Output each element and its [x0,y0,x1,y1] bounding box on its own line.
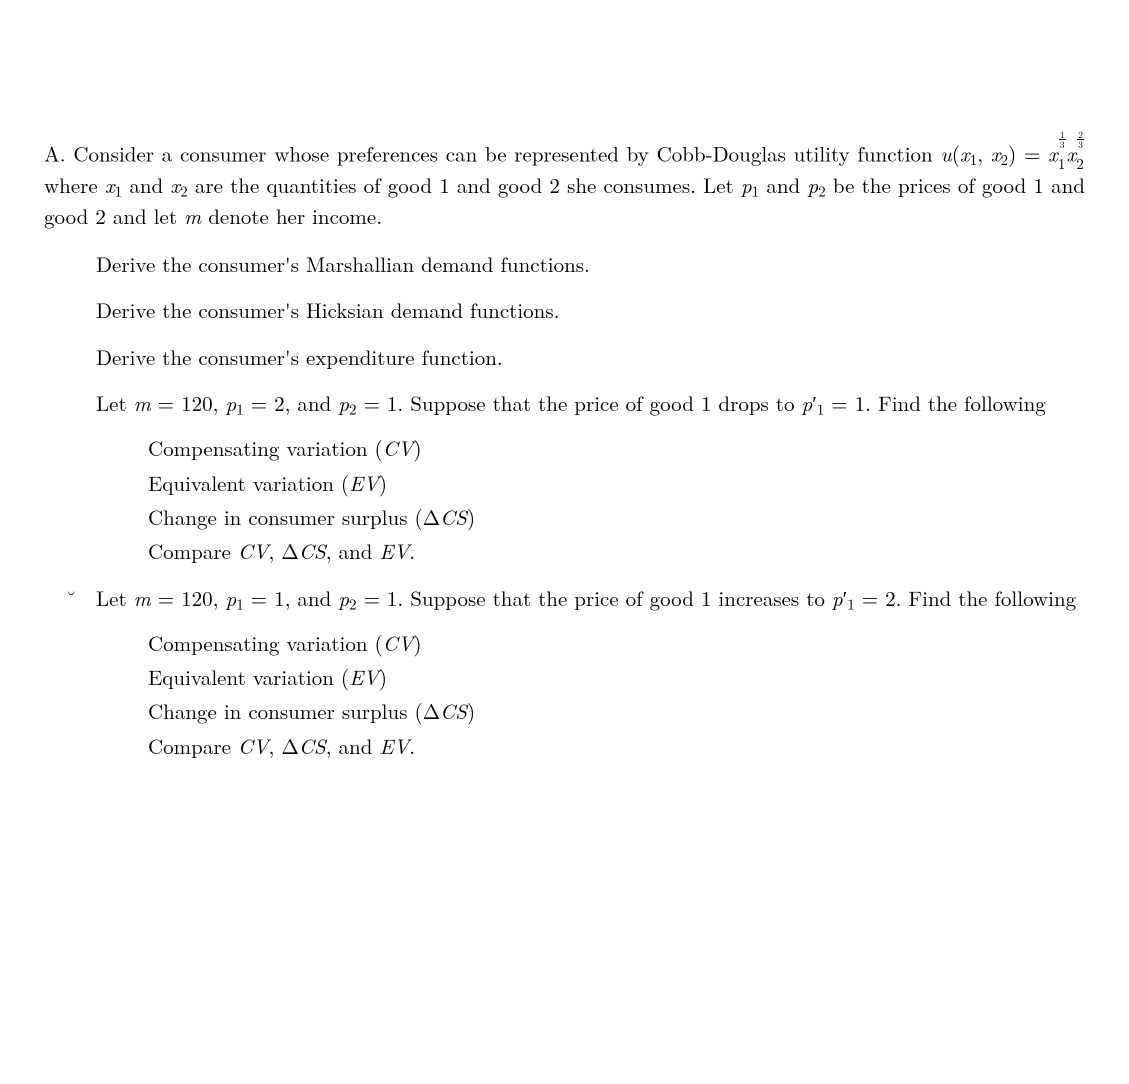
t5-pre: Let [96,583,134,613]
bullet-icon: ˘ [66,584,84,612]
t4-pre: Let [96,388,134,418]
t4-p2: p [338,388,349,418]
compare-cs: CS [299,536,326,566]
p2-var: p [807,170,818,200]
t4-m: m [134,388,151,418]
task-hicksian: Derive the consumer's Hicksian demand fu… [96,296,1085,324]
m-var: m [184,201,201,231]
compare-end-2: . [409,731,415,761]
task-marshallian: Derive the consumer's Marshallian demand… [96,250,1085,278]
t5-p1: p [225,583,236,613]
sub-cv-2: Compensating variation (CV) [148,629,1085,657]
task-3-text: Derive the consumer's expenditure functi… [96,342,503,372]
cv-label-2: Compensating variation ( [148,628,383,658]
task-2-text: Derive the consumer's Hicksian demand fu… [96,295,559,325]
compare-cv-2: CV [238,731,269,761]
compare-pre: Compare [148,536,238,566]
t5-p1prime: p [832,583,843,613]
cv-close-2: ) [413,628,421,658]
compare-sep2: , and [326,536,380,566]
sub-list-1: Compensating variation (CV) Equivalent v… [96,434,1085,565]
t4-and: , and [285,388,339,418]
x2-var: x [991,138,1001,168]
t4-p1: p [225,388,236,418]
sub-ev-1: Equivalent variation (EV) [148,469,1085,497]
task-scenario-increase: ˘Let m = 120, p1 = 1, and p2 = 1. Suppos… [96,584,1085,760]
ev-label: Equivalent variation ( [148,468,349,498]
dcs-label-2: Change in consumer surplus (Δ [148,696,440,726]
dcs-label: Change in consumer surplus (Δ [148,502,440,532]
intro-mid1: where [44,170,105,200]
sub-compare-1: Compare CV, ΔCS, and EV. [148,537,1085,565]
x2-base: x [1067,138,1077,168]
t5-end: . Find the following [896,583,1077,613]
dcs-sym-2: CS [440,696,467,726]
intro-end: denote her income. [208,201,382,231]
t4-end: . Find the following [865,388,1046,418]
compare-end: . [409,536,415,566]
cv-sym-2: CV [383,628,414,658]
cv-sym: CV [383,433,414,463]
intro-mid3: are the quantities of good 1 and good 2 … [195,170,741,200]
intro-pre: Consider a consumer whose preferences ca… [73,138,940,168]
t5-m: m [134,583,151,613]
x2-text: x [170,170,180,200]
t4-mid: . Suppose that the price of good 1 drops… [397,388,801,418]
u-lhs: u [940,138,951,168]
x2-exp: 232 [1076,130,1085,171]
p1-var: p [741,170,752,200]
t5-p2: p [338,583,349,613]
cv-close: ) [413,433,421,463]
sub-dcs-2: Change in consumer surplus (ΔCS) [148,697,1085,725]
dcs-sym: CS [440,502,467,532]
cv-label: Compensating variation ( [148,433,383,463]
compare-sep1: , Δ [269,536,299,566]
ev-close-2: ) [379,662,387,692]
dcs-close: ) [467,502,475,532]
compare-ev: EV [379,536,409,566]
compare-ev-2: EV [379,731,409,761]
intro-mid2: and [129,170,170,200]
sub-dcs-1: Change in consumer surplus (ΔCS) [148,503,1085,531]
sub-list-2: Compensating variation (CV) Equivalent v… [96,629,1085,760]
ev-label-2: Equivalent variation ( [148,662,349,692]
compare-sep1-2: , Δ [269,731,299,761]
x1-base: x [1048,138,1058,168]
t5-and: , and [285,583,339,613]
x1-text: x [105,170,115,200]
task-expenditure: Derive the consumer's expenditure functi… [96,343,1085,371]
task-1-text: Derive the consumer's Marshallian demand… [96,249,590,279]
intro-mid4: and [766,170,807,200]
ev-sym: EV [349,468,379,498]
problem-intro: A. Consider a consumer whose preferences… [44,130,1085,230]
problem-label: A. [44,138,66,168]
dcs-close-2: ) [467,696,475,726]
x1-exp: 131 [1058,130,1067,171]
compare-sep2-2: , and [326,731,380,761]
compare-cs-2: CS [299,731,326,761]
compare-pre-2: Compare [148,731,238,761]
eq-sign: = [1024,138,1048,168]
t5-mid: . Suppose that the price of good 1 incre… [397,583,831,613]
compare-cv: CV [238,536,269,566]
ev-sym-2: EV [349,662,379,692]
task-scenario-drop: Let m = 120, p1 = 2, and p2 = 1. Suppose… [96,389,1085,565]
t4-p1prime: p [801,388,812,418]
sub-cv-1: Compensating variation (CV) [148,434,1085,462]
ev-close: ) [379,468,387,498]
sub-ev-2: Equivalent variation (EV) [148,663,1085,691]
x1-var: x [960,138,970,168]
task-list: Derive the consumer's Marshallian demand… [44,250,1085,760]
sub-compare-2: Compare CV, ΔCS, and EV. [148,732,1085,760]
